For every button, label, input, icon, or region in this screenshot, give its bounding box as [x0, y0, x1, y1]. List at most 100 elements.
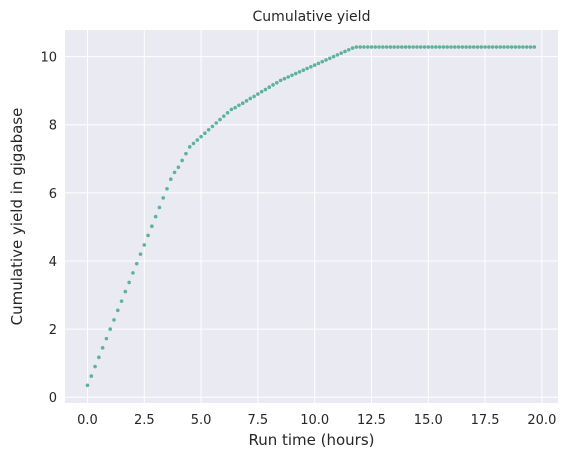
data-point	[256, 92, 260, 96]
data-point	[418, 45, 423, 49]
x-tick-label: 10.0	[300, 413, 329, 428]
data-point	[328, 56, 332, 61]
data-points	[85, 45, 537, 388]
data-point	[165, 186, 169, 191]
data-point	[384, 45, 389, 49]
data-point	[301, 68, 306, 72]
data-point	[358, 45, 362, 49]
data-point	[218, 117, 222, 122]
data-point	[362, 45, 366, 49]
data-point	[206, 128, 211, 132]
x-tick-label: 15.0	[414, 413, 443, 428]
data-point	[168, 177, 173, 181]
data-point	[312, 63, 317, 67]
data-point	[324, 58, 328, 62]
data-point	[513, 45, 518, 49]
x-tick-label: 7.5	[248, 413, 269, 428]
data-point	[517, 45, 521, 49]
data-point	[464, 45, 468, 49]
data-point	[85, 383, 90, 388]
data-point	[320, 59, 325, 64]
data-point	[275, 80, 279, 85]
data-point	[191, 141, 196, 146]
data-point	[339, 51, 343, 55]
data-point	[214, 121, 219, 125]
x-tick-label: 20.0	[527, 413, 556, 428]
data-point	[437, 45, 442, 49]
y-tick-label: 4	[49, 255, 57, 270]
data-point	[248, 96, 253, 101]
data-point	[127, 280, 131, 285]
data-point	[471, 45, 476, 49]
y-tick-label: 2	[49, 323, 57, 338]
data-point	[286, 75, 290, 79]
data-point	[263, 87, 268, 92]
data-point	[528, 45, 533, 49]
data-point	[271, 83, 275, 87]
data-point	[373, 45, 378, 49]
data-point	[240, 101, 245, 106]
data-point	[377, 45, 381, 49]
data-point	[119, 299, 124, 303]
data-point	[203, 131, 207, 136]
data-point	[441, 45, 446, 49]
data-point	[487, 45, 491, 49]
data-point	[521, 45, 525, 49]
data-point	[222, 114, 226, 118]
data-point	[142, 243, 147, 247]
chart-title: Cumulative yield	[253, 9, 371, 25]
data-point	[422, 45, 427, 49]
data-point	[146, 233, 150, 238]
data-point	[100, 346, 105, 350]
data-point	[244, 99, 249, 103]
data-point	[210, 124, 215, 129]
data-point	[426, 45, 431, 49]
data-point	[237, 103, 241, 108]
data-point	[460, 45, 465, 49]
data-point	[524, 45, 529, 49]
data-point	[305, 66, 309, 71]
data-point	[354, 45, 359, 49]
data-point	[411, 45, 415, 49]
x-tick-label: 17.5	[471, 413, 500, 428]
data-point	[104, 336, 109, 341]
data-point	[350, 46, 355, 50]
data-point	[187, 145, 192, 149]
data-point	[388, 45, 393, 49]
plot-background	[65, 30, 558, 403]
data-point	[415, 45, 419, 49]
data-point	[494, 45, 499, 49]
y-axis-label: Cumulative yield in gigabase	[8, 108, 26, 326]
data-point	[369, 45, 374, 49]
data-point	[381, 45, 385, 49]
data-point	[123, 289, 128, 294]
data-point	[365, 45, 370, 49]
data-point	[89, 374, 94, 378]
data-point	[396, 45, 400, 49]
data-point	[479, 45, 484, 49]
data-point	[108, 327, 113, 331]
data-point	[233, 105, 237, 110]
data-point	[180, 158, 184, 163]
x-tick-label: 0.0	[77, 413, 98, 428]
x-axis-label: Run time (hours)	[248, 431, 374, 449]
x-tick-labels: 0.0 2.5 5.0 7.5 10.0 12.5 15.0 17.5 20.0	[77, 413, 556, 428]
data-point	[184, 151, 188, 156]
data-point	[131, 271, 135, 275]
data-point	[475, 45, 480, 49]
data-point	[290, 73, 294, 78]
data-point	[309, 64, 313, 69]
data-point	[293, 71, 298, 76]
data-point	[331, 54, 336, 59]
data-point	[252, 94, 256, 99]
data-point	[161, 196, 166, 200]
data-point	[456, 45, 461, 49]
data-point	[449, 45, 453, 49]
data-point	[225, 110, 230, 115]
data-point	[399, 45, 404, 49]
data-point	[282, 76, 287, 81]
y-tick-labels: 0 2 4 6 8 10	[40, 51, 57, 407]
data-point	[346, 47, 351, 52]
